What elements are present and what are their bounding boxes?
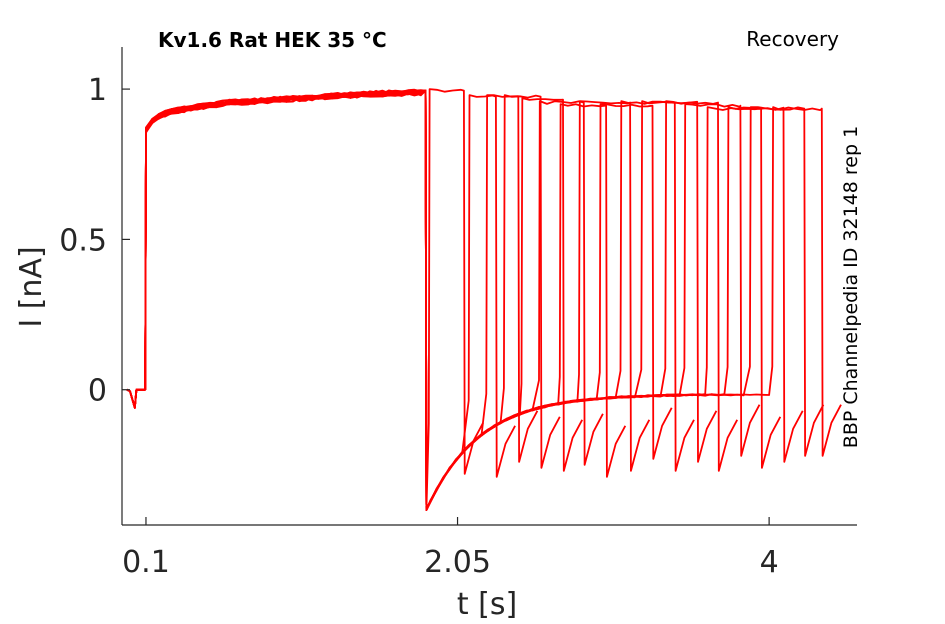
x-axis-label: t [s]: [457, 587, 517, 622]
recovery-sweep-trace: [126, 89, 738, 511]
recovery-sweep-trace: [126, 89, 627, 511]
y-tick-label: 0: [88, 374, 107, 409]
recovery-sweep-trace: [126, 89, 695, 511]
recovery-sweep-trace: [126, 89, 561, 511]
y-ticks: 00.51: [59, 73, 130, 409]
current-traces: [126, 88, 842, 511]
recovery-sweep-trace: [126, 89, 539, 511]
source-label: BBP Channelpedia ID 32148 rep 1: [840, 126, 862, 448]
protocol-label: Recovery: [746, 27, 839, 51]
chart-title: Kv1.6 Rat HEK 35 °C: [158, 28, 387, 52]
recovery-sweep-trace: [126, 88, 484, 511]
recovery-sweep-trace: [126, 89, 583, 511]
recovery-sweep-trace: [126, 89, 761, 511]
y-tick-label: 0.5: [59, 223, 107, 258]
recovery-sweep-trace: [126, 89, 718, 511]
y-axis-label: I [nA]: [14, 246, 49, 327]
y-tick-label: 1: [88, 73, 107, 108]
x-tick-label: 0.1: [122, 545, 170, 580]
recovery-sweep-trace: [126, 89, 842, 511]
axes: [121, 47, 857, 526]
recovery-sweep-trace: [126, 89, 516, 511]
x-tick-label: 2.05: [424, 545, 491, 580]
recovery-sweep-trace: [126, 88, 604, 511]
x-ticks: 0.1 2.05 4: [122, 517, 779, 580]
x-tick-label: 4: [760, 545, 779, 580]
